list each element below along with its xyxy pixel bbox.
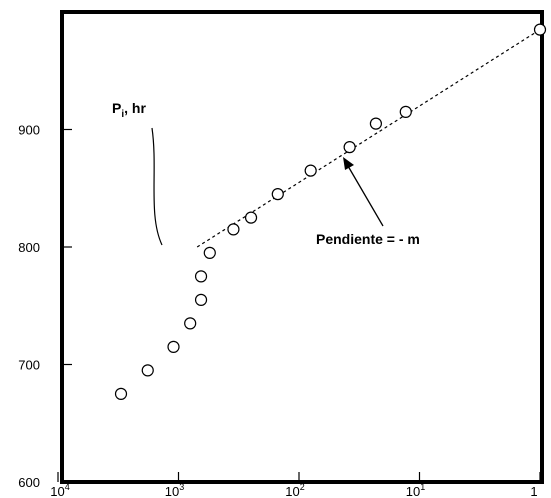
x-tick-labels: 104 103 102 101 1 bbox=[50, 482, 537, 498]
x-tick-label: 104 bbox=[50, 482, 69, 498]
slope-label: Pendiente = - m bbox=[316, 231, 420, 247]
data-point bbox=[271, 188, 284, 201]
data-point bbox=[203, 246, 216, 259]
data-point bbox=[244, 211, 258, 224]
data-point bbox=[304, 164, 317, 177]
y-tick-label: 900 bbox=[18, 123, 40, 138]
data-point bbox=[194, 270, 208, 283]
y-tick-label: 700 bbox=[18, 358, 40, 373]
data-point bbox=[114, 387, 128, 400]
slope-arrow-line bbox=[347, 165, 384, 227]
data-point bbox=[227, 223, 240, 236]
data-points bbox=[114, 23, 547, 400]
x-tick-label: 103 bbox=[165, 482, 184, 498]
data-point bbox=[369, 117, 383, 130]
data-point bbox=[343, 141, 356, 154]
data-point bbox=[533, 23, 547, 36]
plot-frame bbox=[60, 10, 544, 484]
slope-arrowhead bbox=[343, 157, 354, 170]
y-tick-labels: 600 700 800 900 bbox=[18, 123, 40, 491]
x-tick-label: 102 bbox=[285, 482, 304, 498]
x-tick-label: 101 bbox=[406, 482, 425, 498]
trend-line bbox=[196, 29, 541, 248]
y-tick-label: 600 bbox=[18, 475, 40, 490]
data-point bbox=[194, 293, 208, 306]
pi-label: Pi, hr bbox=[112, 100, 146, 120]
data-point bbox=[184, 317, 197, 330]
pi-pointer-curve bbox=[151, 127, 163, 246]
data-point bbox=[167, 340, 180, 353]
axis-ticks bbox=[57, 128, 541, 483]
data-point bbox=[399, 105, 412, 118]
data-point bbox=[141, 364, 154, 377]
x-tick-label: 1 bbox=[530, 484, 537, 498]
y-tick-label: 800 bbox=[18, 240, 40, 255]
